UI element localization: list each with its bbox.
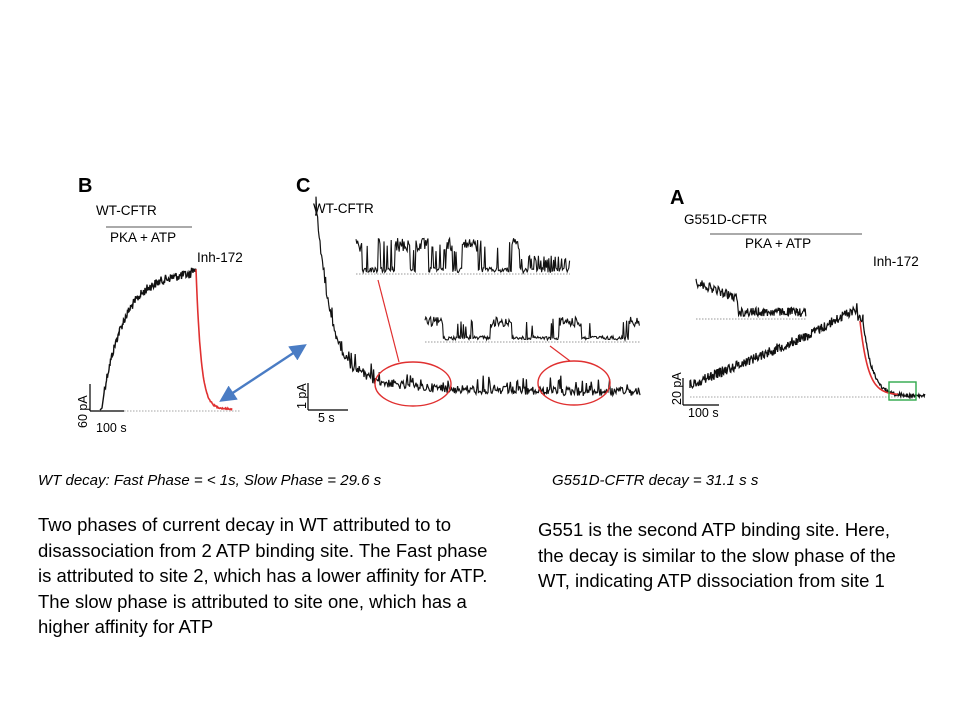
text-g551d-explanation: G551 is the second ATP binding site. Her… xyxy=(538,519,896,592)
panel-c-connector-2 xyxy=(549,345,571,362)
comparison-double-arrow xyxy=(219,344,307,402)
panel-a-scale-current: 20 pA xyxy=(670,372,684,405)
panel-a-letter: A xyxy=(670,187,684,209)
panel-b-decay-fit xyxy=(195,269,233,411)
panel-a: A G551D-CFTR PKA + ATP Inh-172 20 pA 100… xyxy=(670,187,926,420)
panel-b-inhibitor-label: Inh-172 xyxy=(197,250,243,265)
panel-c-construct-label: WT-CFTR xyxy=(313,201,374,216)
caption-g551d-decay: G551D-CFTR decay = 31.1 s s xyxy=(552,472,759,489)
panel-c-inset-2-trace xyxy=(424,315,640,343)
panel-c-scale-time: 5 s xyxy=(318,411,335,425)
panel-b-scale-time: 100 s xyxy=(96,421,127,435)
panel-a-construct-label: G551D-CFTR xyxy=(684,212,768,227)
panel-c: C WT-CFTR 1 pA 5 s xyxy=(295,175,641,425)
panel-b-treatment-label: PKA + ATP xyxy=(110,230,176,245)
figure-panels: B WT-CFTR PKA + ATP Inh-172 60 pA 100 s … xyxy=(76,175,926,435)
panel-b: B WT-CFTR PKA + ATP Inh-172 60 pA 100 s xyxy=(76,175,243,435)
panel-b-current-trace xyxy=(99,267,197,411)
panel-a-scale-time: 100 s xyxy=(688,406,719,420)
panel-b-letter: B xyxy=(78,175,92,197)
text-wt-explanation: Two phases of current decay in WT attrib… xyxy=(38,514,488,638)
panel-c-highlight-circle-2 xyxy=(537,360,611,406)
panel-b-construct-label: WT-CFTR xyxy=(96,203,157,218)
panel-a-highlight-box xyxy=(888,381,917,401)
panel-a-inset-trace xyxy=(695,278,807,319)
panel-c-letter: C xyxy=(296,175,310,197)
panel-b-scale-current: 60 pA xyxy=(76,395,90,428)
panel-c-connector-1 xyxy=(377,279,400,363)
panel-c-inset-1-trace xyxy=(355,236,571,275)
caption-wt-decay: WT decay: Fast Phase = < 1s, Slow Phase … xyxy=(38,472,382,489)
panel-a-treatment-label: PKA + ATP xyxy=(745,236,811,251)
panel-c-scale-current: 1 pA xyxy=(295,383,309,409)
panel-a-inhibitor-label: Inh-172 xyxy=(873,254,919,269)
panel-a-current-trace xyxy=(689,303,926,400)
panel-c-current-trace xyxy=(315,196,641,398)
panel-c-highlight-circle-1 xyxy=(374,361,452,407)
panel-a-decay-fit xyxy=(859,320,898,396)
